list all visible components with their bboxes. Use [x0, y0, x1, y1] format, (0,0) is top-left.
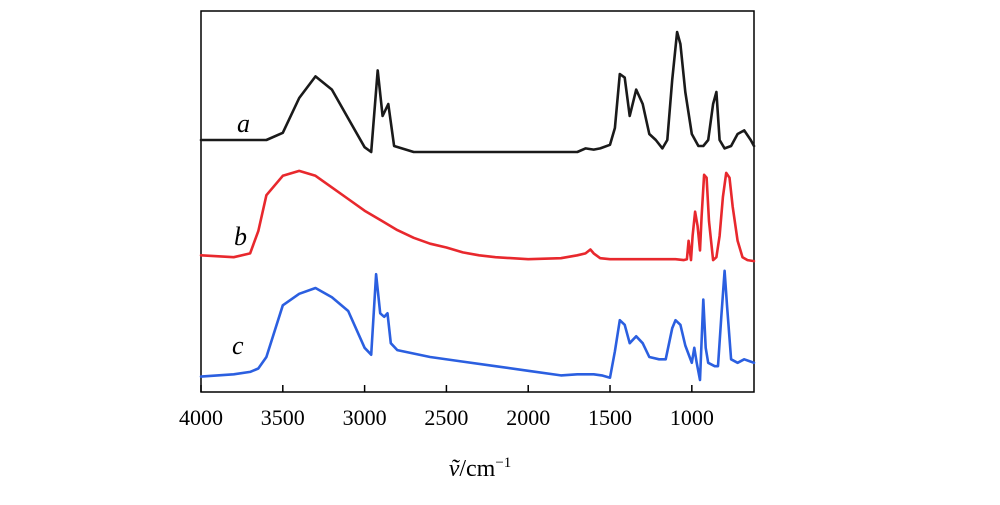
- x-axis-ticks: 4000 3500 3000 2500 2000 1500 1000: [179, 385, 714, 430]
- series-line-a: [199, 30, 756, 154]
- series-line-b: [199, 169, 756, 263]
- x-tick-label: 2500: [424, 405, 468, 430]
- plot-frame: [200, 10, 755, 393]
- series-layer: [199, 30, 756, 382]
- x-axis-title-symbol: ṽ: [449, 456, 461, 482]
- series-label-c: c: [232, 331, 244, 360]
- x-tick-label: 1000: [670, 405, 714, 430]
- x-axis-title: ṽ/cm−1: [449, 455, 512, 482]
- series-label-b: b: [234, 222, 247, 251]
- series-line-c: [199, 269, 756, 382]
- series-labels: a b c: [232, 109, 250, 360]
- x-tick-label: 4000: [179, 405, 223, 430]
- x-tick-label: 3000: [343, 405, 387, 430]
- x-axis-title-exponent: −1: [495, 455, 511, 471]
- series-label-a: a: [237, 109, 250, 138]
- x-axis-title-unit: /cm: [459, 456, 495, 482]
- x-tick-label: 3500: [261, 405, 305, 430]
- x-tick-label: 1500: [588, 405, 632, 430]
- x-tick-label: 2000: [506, 405, 550, 430]
